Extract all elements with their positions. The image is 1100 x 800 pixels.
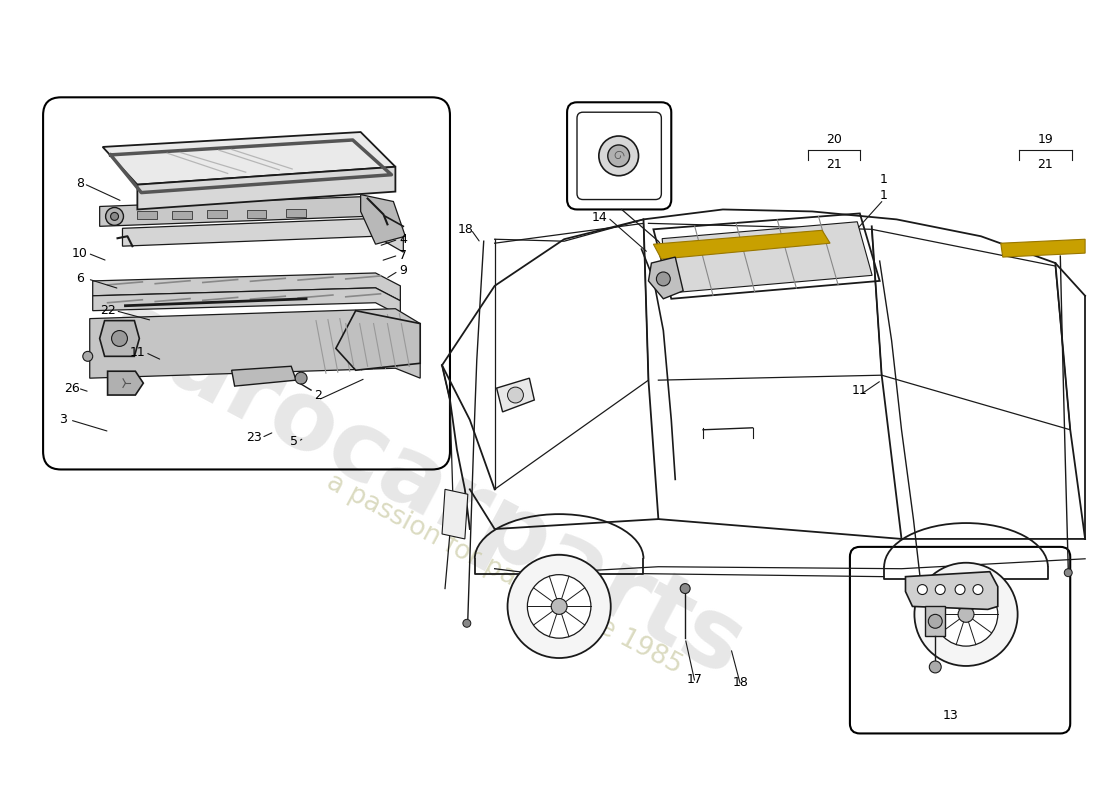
Bar bbox=[138, 211, 157, 219]
Text: 1: 1 bbox=[880, 189, 888, 202]
Polygon shape bbox=[100, 321, 140, 356]
Text: 23: 23 bbox=[246, 431, 262, 444]
Circle shape bbox=[111, 213, 119, 220]
Circle shape bbox=[463, 619, 471, 627]
Polygon shape bbox=[90, 309, 420, 378]
Text: 5: 5 bbox=[290, 435, 298, 448]
Polygon shape bbox=[1001, 239, 1085, 257]
Text: 22: 22 bbox=[100, 304, 116, 317]
Text: 26: 26 bbox=[64, 382, 79, 394]
Text: 9: 9 bbox=[399, 265, 407, 278]
Circle shape bbox=[930, 661, 942, 673]
Polygon shape bbox=[138, 166, 395, 210]
Circle shape bbox=[935, 585, 945, 594]
Polygon shape bbox=[102, 132, 395, 185]
Text: 10: 10 bbox=[72, 246, 88, 260]
Polygon shape bbox=[336, 310, 420, 370]
Circle shape bbox=[934, 582, 998, 646]
Circle shape bbox=[608, 145, 629, 166]
Text: 21: 21 bbox=[1037, 158, 1054, 171]
Polygon shape bbox=[92, 288, 400, 316]
Circle shape bbox=[507, 555, 610, 658]
Circle shape bbox=[106, 207, 123, 226]
Text: 3: 3 bbox=[59, 414, 67, 426]
Text: 7: 7 bbox=[399, 249, 407, 262]
Circle shape bbox=[680, 583, 690, 594]
Circle shape bbox=[914, 562, 1018, 666]
Text: 18: 18 bbox=[733, 676, 749, 690]
Polygon shape bbox=[496, 378, 535, 412]
Circle shape bbox=[295, 372, 307, 384]
Circle shape bbox=[507, 387, 524, 403]
Circle shape bbox=[82, 351, 92, 362]
Circle shape bbox=[551, 598, 568, 614]
Text: 4: 4 bbox=[399, 233, 407, 246]
Polygon shape bbox=[905, 572, 998, 610]
Circle shape bbox=[527, 574, 591, 638]
Circle shape bbox=[917, 585, 927, 594]
Polygon shape bbox=[653, 230, 830, 259]
Polygon shape bbox=[649, 257, 683, 298]
Text: 20: 20 bbox=[826, 134, 842, 146]
Polygon shape bbox=[925, 606, 945, 636]
Text: a passion for parts since 1985: a passion for parts since 1985 bbox=[322, 469, 686, 678]
Text: 21: 21 bbox=[826, 158, 842, 171]
Text: 1: 1 bbox=[880, 173, 888, 186]
Circle shape bbox=[111, 330, 128, 346]
Circle shape bbox=[958, 606, 974, 622]
Polygon shape bbox=[100, 197, 395, 234]
Polygon shape bbox=[361, 194, 405, 244]
Text: 6: 6 bbox=[76, 273, 84, 286]
Text: 13: 13 bbox=[943, 709, 958, 722]
Polygon shape bbox=[108, 371, 143, 395]
Text: 19: 19 bbox=[1037, 134, 1054, 146]
Polygon shape bbox=[122, 218, 404, 252]
Bar bbox=[246, 210, 266, 218]
FancyBboxPatch shape bbox=[578, 112, 661, 199]
Bar bbox=[207, 210, 227, 218]
Polygon shape bbox=[662, 222, 872, 294]
Text: 14: 14 bbox=[592, 211, 607, 224]
Circle shape bbox=[974, 585, 983, 594]
Circle shape bbox=[928, 614, 943, 628]
Circle shape bbox=[598, 136, 638, 176]
Text: 8: 8 bbox=[76, 177, 84, 190]
Text: 11: 11 bbox=[130, 346, 145, 359]
Text: 17: 17 bbox=[688, 674, 703, 686]
Bar bbox=[172, 211, 191, 219]
Polygon shape bbox=[442, 490, 468, 539]
Polygon shape bbox=[232, 366, 296, 386]
Circle shape bbox=[1065, 569, 1072, 577]
Bar bbox=[286, 210, 306, 218]
Text: eurocarparts: eurocarparts bbox=[90, 282, 760, 697]
Circle shape bbox=[955, 585, 965, 594]
Circle shape bbox=[657, 272, 670, 286]
Polygon shape bbox=[92, 273, 400, 301]
Text: 2: 2 bbox=[314, 389, 322, 402]
Text: 11: 11 bbox=[852, 383, 868, 397]
Text: 18: 18 bbox=[458, 223, 474, 236]
